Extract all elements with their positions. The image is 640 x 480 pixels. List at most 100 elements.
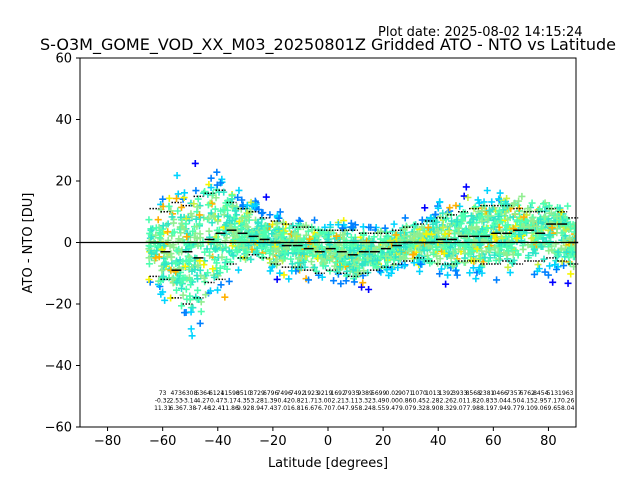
- scatter-point: [436, 270, 444, 278]
- scatter-point: [177, 203, 185, 211]
- scatter-point: [571, 242, 576, 250]
- scatter-point: [410, 229, 418, 237]
- scatter-point: [339, 231, 347, 239]
- scatter-point: [370, 233, 378, 241]
- bin-stat-std: 9.47: [386, 405, 400, 412]
- scatter-point: [208, 200, 216, 208]
- scatter-point: [278, 233, 286, 241]
- scatter-point: [549, 278, 557, 286]
- bin-stat-count: 73: [159, 390, 167, 397]
- scatter-point: [502, 200, 510, 208]
- bin-stat-mean: 0.83: [480, 398, 494, 405]
- scatter-point: [461, 258, 469, 266]
- bin-stat-count: 6124: [209, 390, 224, 397]
- scatter-point: [378, 249, 386, 257]
- bin-stat-mean: 3.32: [359, 398, 373, 405]
- bin-stat-count: 9219: [317, 390, 332, 397]
- scatter-point: [196, 319, 204, 327]
- scatter-point: [436, 198, 444, 206]
- scatter-point: [312, 232, 320, 240]
- scatter-point: [564, 279, 572, 287]
- scatter-point: [187, 308, 195, 316]
- bin-stat-mean: 1.82: [467, 398, 481, 405]
- scatter-point: [377, 235, 385, 243]
- bin-stat-count: 3933: [452, 390, 467, 397]
- scatter-point: [397, 229, 405, 237]
- bin-stat-mean: 2.21: [332, 398, 346, 405]
- scatter-point: [219, 206, 227, 214]
- scatter-point: [204, 201, 212, 209]
- bin-stat-std: 9.10: [521, 405, 535, 412]
- scatter-point: [370, 251, 378, 259]
- bin-stat-count: 1923: [304, 390, 319, 397]
- scatter-point: [540, 255, 548, 263]
- scatter-point: [443, 237, 451, 245]
- scatter-point: [509, 259, 517, 267]
- scatter-point: [194, 195, 202, 203]
- scatter-point: [400, 243, 408, 251]
- scatter-point: [213, 168, 221, 176]
- scatter-point: [384, 258, 392, 266]
- bin-stat-std: 6.81: [291, 405, 305, 412]
- scatter-point: [159, 288, 167, 296]
- bin-stat-mean: 2.95: [534, 398, 548, 405]
- scatter-point: [302, 221, 310, 229]
- scatter-point: [496, 250, 504, 258]
- bin-stat-mean: 2.28: [426, 398, 440, 405]
- scatter-point: [545, 232, 553, 240]
- bin-stat-count: 9071: [398, 390, 413, 397]
- scatter-point: [472, 275, 480, 283]
- scatter-point: [483, 186, 491, 194]
- scatter-point: [173, 286, 181, 294]
- scatter-point: [325, 231, 333, 239]
- bin-stat-mean: 2.53: [169, 398, 183, 405]
- bin-stat-std: 9.92: [237, 405, 251, 412]
- bin-stat-count: 6762: [520, 390, 535, 397]
- scatter-point: [515, 197, 523, 205]
- scatter-point: [204, 215, 212, 223]
- scatter-point: [504, 215, 512, 223]
- scatter-point: [337, 280, 345, 288]
- scatter-point: [318, 243, 326, 251]
- scatter-point: [223, 219, 231, 227]
- scatter-point: [210, 273, 218, 281]
- scatter-point: [495, 212, 503, 220]
- scatter-point: [167, 294, 175, 302]
- scatter-point: [381, 224, 389, 232]
- bin-stat-mean: 0.86: [399, 398, 413, 405]
- scatter-point: [348, 223, 356, 231]
- scatter-point: [479, 225, 487, 233]
- scatter-point: [266, 211, 274, 219]
- scatter-point: [398, 248, 406, 256]
- scatter-point: [467, 212, 475, 220]
- bin-stat-count: 5699: [371, 390, 386, 397]
- scatter-point: [255, 206, 263, 214]
- scatter-point: [304, 246, 312, 254]
- scatter-point: [407, 231, 415, 239]
- scatter-point: [434, 227, 442, 235]
- scatter-point: [232, 207, 240, 215]
- scatter-point: [319, 262, 327, 270]
- bin-stat-count: 7496: [277, 390, 292, 397]
- scatter-point: [441, 242, 449, 250]
- scatter-point: [545, 202, 553, 210]
- scatter-point: [287, 255, 295, 263]
- bin-stat-std: 7.04: [332, 405, 346, 412]
- bin-stat-count: 6308: [182, 390, 197, 397]
- bin-stat-mean: 4.50: [507, 398, 521, 405]
- scatter-point: [478, 207, 486, 215]
- scatter-point: [168, 213, 176, 221]
- scatter-point: [194, 242, 202, 250]
- scatter-point: [304, 276, 312, 284]
- scatter-point: [434, 204, 442, 212]
- scatter-point: [281, 249, 289, 257]
- scatter-point: [485, 206, 493, 214]
- bin-stat-std: 9.06: [534, 405, 548, 412]
- scatter-point: [302, 231, 310, 239]
- scatter-point: [290, 245, 298, 253]
- scatter-point: [200, 261, 208, 269]
- x-tick-label: 60: [485, 434, 502, 449]
- scatter-point: [535, 265, 543, 273]
- scatter-point: [350, 278, 358, 286]
- x-axis-ticks: −80 −60 −40 −20 0 20 40 60 80: [94, 427, 557, 449]
